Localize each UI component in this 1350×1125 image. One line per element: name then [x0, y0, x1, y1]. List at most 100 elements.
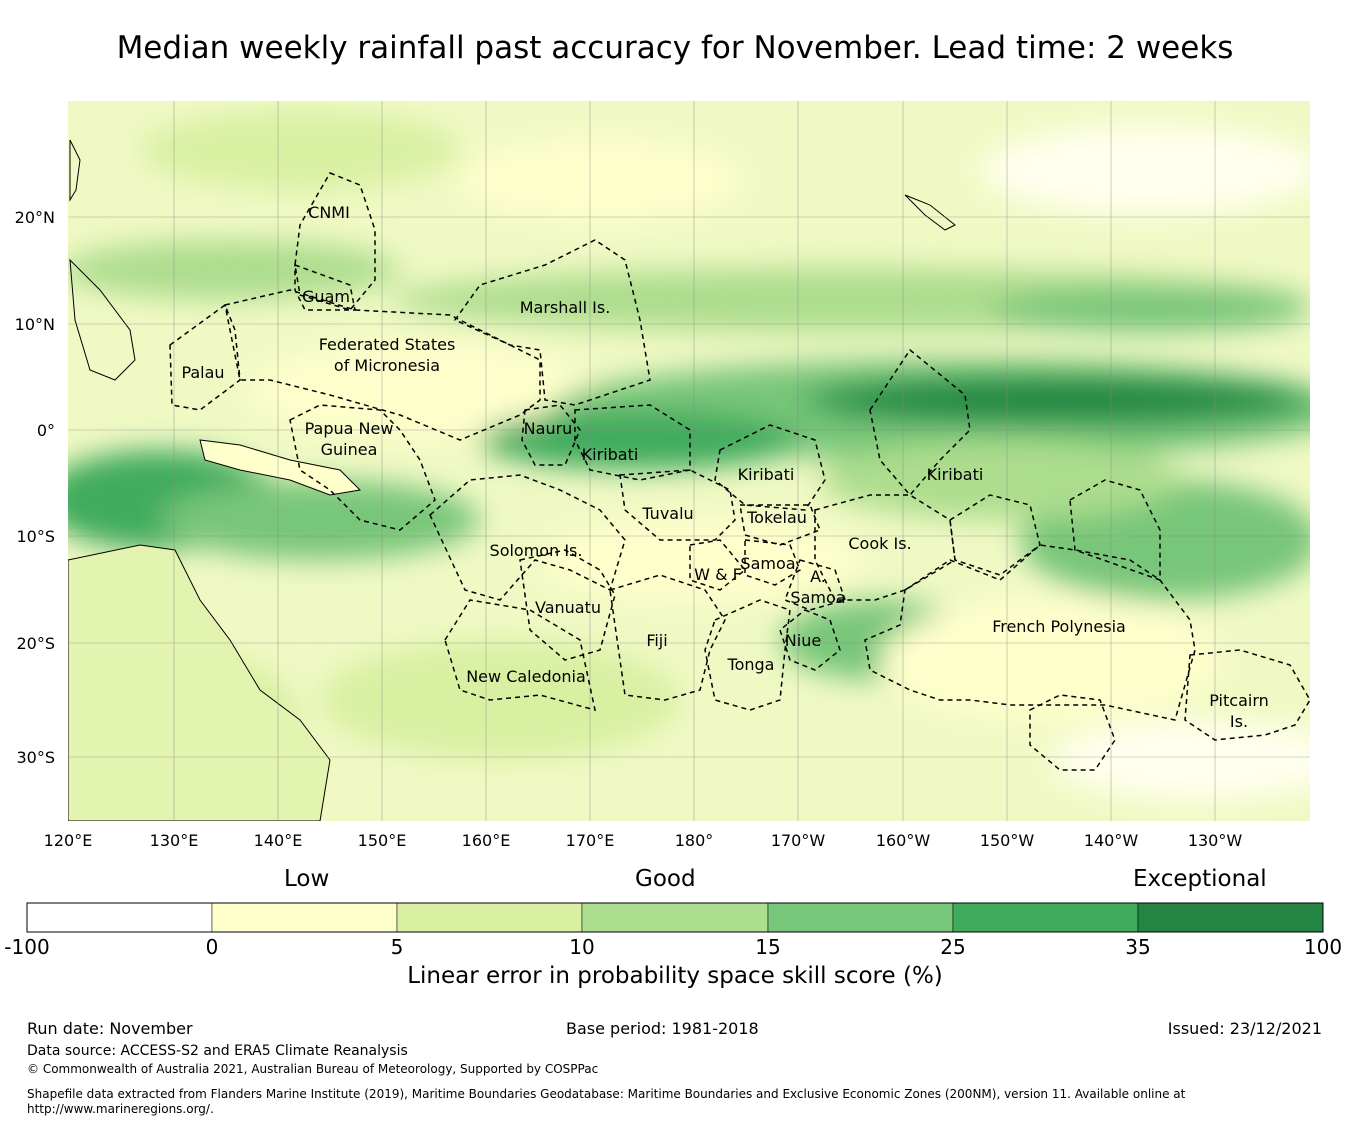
- eez-niue: [779, 609, 841, 671]
- colorbar-category-good: Good: [635, 866, 696, 892]
- colorbar-tick: -100: [4, 935, 49, 959]
- label-pitcairn-line2: Is.: [1230, 712, 1248, 731]
- eez-kiribati-east: [869, 348, 971, 497]
- lon-tick: 150°E: [358, 831, 407, 850]
- label-tonga: Tonga: [727, 655, 775, 674]
- colorbar-label: Linear error in probability space skill …: [407, 963, 943, 989]
- eez-palau: [169, 303, 241, 411]
- latitude-labels: 20°N 10°N 0° 10°S 20°S 30°S: [15, 208, 55, 767]
- colorbar: -100 0 5 10 15 25 35 100: [4, 902, 1342, 959]
- lat-tick: 20°S: [16, 634, 55, 653]
- eez-american-samoa: [784, 559, 846, 611]
- eez-cook: [814, 494, 956, 601]
- label-tuvalu: Tuvalu: [641, 504, 693, 523]
- label-kiribati-central: Kiribati: [738, 465, 795, 484]
- map-title: Median weekly rainfall past accuracy for…: [116, 30, 1234, 66]
- eez-png: [289, 404, 436, 531]
- eez-guam: [294, 263, 356, 311]
- lon-tick: 160°W: [876, 831, 931, 850]
- lat-tick: 0°: [37, 421, 55, 440]
- base-period: Base period: 1981-2018: [566, 1019, 759, 1038]
- lat-tick: 20°N: [15, 208, 55, 227]
- colorbar-segment: [211, 902, 398, 933]
- label-marshall: Marshall Is.: [520, 298, 611, 317]
- colorbar-tick: 100: [1304, 935, 1342, 959]
- colorbar-tick: 35: [1125, 935, 1150, 959]
- eez-french-polynesia-west: [949, 494, 1041, 576]
- eez-fsm: [224, 289, 541, 441]
- label-png-line1: Papua New: [305, 419, 394, 438]
- eez-pitcairn: [1184, 649, 1311, 741]
- eez-new-caledonia: [444, 599, 596, 712]
- lon-tick: 130°W: [1188, 831, 1243, 850]
- lon-tick: 160°E: [462, 831, 511, 850]
- longitude-labels: 120°E 130°E 140°E 150°E 160°E 170°E 180°…: [44, 831, 1243, 850]
- colorbar-tick: 10: [569, 935, 594, 959]
- eez-marshall: [453, 239, 651, 406]
- lat-tick: 10°S: [16, 527, 55, 546]
- label-guam: Guam: [302, 287, 350, 306]
- label-fsm-line2: of Micronesia: [334, 356, 440, 375]
- colorbar-segment: [581, 902, 769, 933]
- label-samoa: Samoa: [740, 554, 795, 573]
- label-wf: W & F: [694, 565, 742, 584]
- lon-tick: 170°W: [771, 831, 826, 850]
- eez-tonga: [704, 599, 791, 711]
- label-fsm-line1: Federated States: [319, 335, 456, 354]
- colorbar-category-exceptional: Exceptional: [1133, 866, 1267, 892]
- eez-french-polynesia-marquesas: [1069, 479, 1161, 582]
- label-kiribati-east: Kiribati: [927, 465, 984, 484]
- lon-tick: 150°W: [980, 831, 1035, 850]
- eez-boundaries: [169, 172, 1311, 771]
- lon-tick: 120°E: [44, 831, 93, 850]
- lon-tick: 130°E: [150, 831, 199, 850]
- label-american-samoa-line1: A.: [810, 567, 826, 586]
- eez-samoa: [744, 539, 801, 586]
- label-american-samoa-line2: Samoa: [790, 588, 845, 607]
- eez-cnmi: [294, 172, 376, 311]
- lon-tick: 140°W: [1084, 831, 1139, 850]
- run-date: Run date: November: [27, 1019, 193, 1038]
- label-tokelau: Tokelau: [746, 508, 807, 527]
- eez-french-polynesia-south: [1029, 694, 1116, 771]
- lat-tick: 10°N: [15, 315, 55, 334]
- lon-tick: 140°E: [254, 831, 303, 850]
- copyright: © Commonwealth of Australia 2021, Austra…: [27, 1062, 599, 1076]
- label-palau: Palau: [181, 363, 224, 382]
- colorbar-tick: 0: [206, 935, 219, 959]
- region-labels: CNMI Guam Marshall Is. Federated States …: [181, 203, 1268, 731]
- lon-tick: 180°: [675, 831, 714, 850]
- label-solomon: Solomon Is.: [490, 541, 583, 560]
- eez-french-polynesia: [864, 544, 1196, 721]
- colorbar-segment: [952, 902, 1139, 933]
- shapefile-credit: Shapefile data extracted from Flanders M…: [27, 1087, 1186, 1116]
- lat-tick: 30°S: [16, 748, 55, 767]
- label-nauru: Nauru: [524, 419, 573, 438]
- label-cnmi: CNMI: [308, 203, 350, 222]
- eez-fiji: [609, 574, 726, 701]
- eez-wf: [689, 539, 747, 591]
- eez-tokelau: [739, 504, 821, 546]
- eez-solomon: [429, 474, 626, 601]
- colorbar-segment: [396, 902, 583, 933]
- label-cook: Cook Is.: [848, 534, 911, 553]
- eez-kiribati-west: [574, 404, 691, 481]
- colorbar-category-low: Low: [284, 866, 330, 892]
- colorbar-segment: [767, 902, 954, 933]
- eez-vanuatu: [519, 549, 616, 661]
- label-vanuatu: Vanuatu: [535, 598, 601, 617]
- label-french-polynesia: French Polynesia: [992, 617, 1126, 636]
- colorbar-tick: 25: [940, 935, 965, 959]
- colorbar-tick: 15: [755, 935, 780, 959]
- label-niue: Niue: [785, 631, 821, 650]
- data-source: Data source: ACCESS-S2 and ERA5 Climate …: [27, 1043, 408, 1059]
- colorbar-tick: 5: [391, 935, 404, 959]
- colorbar-segment: [1137, 902, 1324, 933]
- label-kiribati-west: Kiribati: [582, 445, 639, 464]
- label-pitcairn-line1: Pitcairn: [1209, 691, 1269, 710]
- colorbar-segment: [26, 902, 213, 933]
- eez-nauru: [521, 404, 581, 466]
- label-new-caledonia: New Caledonia: [466, 667, 586, 686]
- lon-tick: 170°E: [566, 831, 615, 850]
